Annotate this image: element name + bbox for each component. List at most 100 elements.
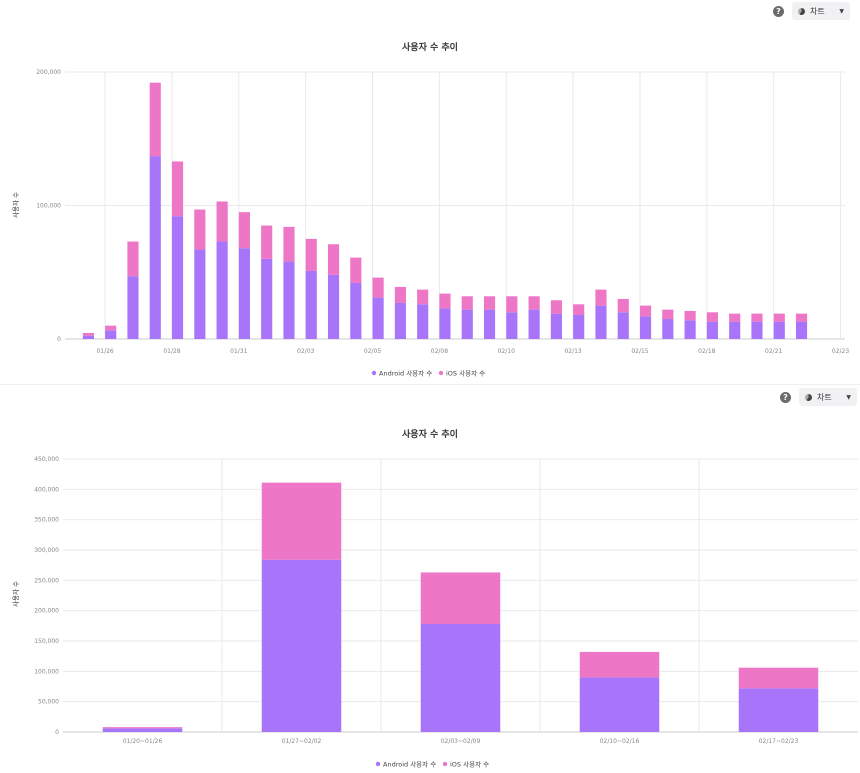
caret-down-icon: ▼ [846,393,851,401]
android-bar [461,309,473,339]
ios-bar [751,313,763,322]
ios-bar [617,298,629,313]
ios-bar [595,289,607,306]
ios-bar [261,482,342,560]
android-bar [394,302,406,339]
daily-chart-panel: ? 차트 ▼ 사용자 수 추이 사용자 수 0 100,000 200,000 01/26… [0,0,860,386]
y-tick-label: 150,000 [34,638,59,645]
legend-ios-swatch [442,761,448,767]
y-tick-label: 100,000 [34,668,59,675]
x-tick-label: 02/10 [498,348,515,355]
ios-bar [573,304,585,315]
android-bar [579,677,660,732]
y-tick-label: 200,000 [36,69,61,76]
view-type-select[interactable]: 차트 ▼ [799,388,857,406]
ios-bar [795,313,808,322]
y-tick-label: 0 [55,729,59,736]
x-tick-label: 02/13 [564,348,581,355]
ios-bar [82,332,94,336]
view-type-label: 차트 [810,6,825,16]
ios-bar [420,572,501,625]
android-bar [102,728,183,732]
android-bar [617,312,629,339]
ios-bar [105,325,117,331]
legend-ios-label: iOS 사용자 수 [450,760,489,769]
ios-bar [102,727,183,729]
y-tick-label: 300,000 [34,547,59,554]
android-bar [751,321,763,339]
chart-toolbar: ? 차트 ▼ [773,2,850,20]
ios-bar [305,238,317,271]
android-bar [439,308,451,339]
ios-bar [639,305,652,317]
ios-bar [417,289,429,305]
x-tick-label: 01/28 [163,348,180,355]
android-bar [773,321,785,339]
x-tick-label: 02/23 [832,348,849,355]
legend-android-label: Android 사용자 수 [379,369,432,378]
chart-title: 사용자 수 추이 [402,428,458,440]
ios-bar [684,310,696,321]
ios-bar [528,296,540,310]
x-tick-label: 01/26 [96,348,113,355]
android-bar [417,304,429,339]
ios-bar [327,244,340,275]
y-tick-label: 450,000 [34,456,59,463]
android-bar [684,320,696,339]
android-bar [639,316,652,339]
ios-bar [729,313,741,322]
ios-bar [706,312,718,322]
android-bar [662,318,674,339]
android-bar [327,274,340,339]
ios-bar [738,667,819,689]
android-bar [261,559,342,732]
ios-bar [216,201,228,242]
android-bar [105,330,117,339]
ios-bar [461,296,473,310]
x-tick-label: 02/10~02/16 [600,738,640,745]
y-tick-label: 0 [57,336,61,343]
x-tick-label: 02/15 [631,348,648,355]
panel-divider [0,384,860,385]
android-bar [483,309,496,339]
y-tick-label: 400,000 [34,486,59,493]
weekly-chart-panel: ? 차트 ▼ 사용자 수 추이 사용자 수 0 50,000 100,000 150,00… [0,386,860,773]
caret-down-icon: ▼ [839,7,844,15]
ios-bar [238,212,250,249]
y-tick-label: 350,000 [34,517,59,524]
ios-bar [662,309,674,319]
ios-bar [579,651,660,678]
android-bar [216,241,228,339]
pie-chart-icon [805,393,812,401]
android-bar [506,312,518,339]
help-circle-icon[interactable]: ? [780,391,791,403]
legend-ios-label: iOS 사용자 수 [446,369,485,378]
android-bar [528,309,540,339]
android-bar [171,216,184,339]
android-bar [738,688,819,732]
android-bar [350,282,362,339]
android-bar [82,335,94,339]
android-bar [595,305,607,339]
help-circle-icon[interactable]: ? [773,5,784,17]
android-bar [194,249,206,339]
pie-chart-icon [798,7,805,15]
android-bar [372,297,384,339]
y-axis-label: 사용자 수 [11,581,20,607]
chart-title: 사용자 수 추이 [402,41,458,53]
y-tick-label: 250,000 [34,577,59,584]
ios-bar [350,257,362,283]
ios-bar [773,313,785,322]
view-type-select[interactable]: 차트 ▼ [792,2,850,20]
x-tick-label: 02/03~02/09 [441,738,481,745]
ios-bar [194,209,206,250]
x-tick-label: 01/31 [230,348,247,355]
ios-bar [261,225,273,259]
ios-bar [372,277,384,298]
android-bar [420,624,501,732]
y-axis-label: 사용자 수 [11,192,20,218]
ios-bar [283,226,295,262]
android-bar [305,270,317,339]
x-tick-label: 02/03 [297,348,314,355]
legend-ios-swatch [438,370,444,376]
